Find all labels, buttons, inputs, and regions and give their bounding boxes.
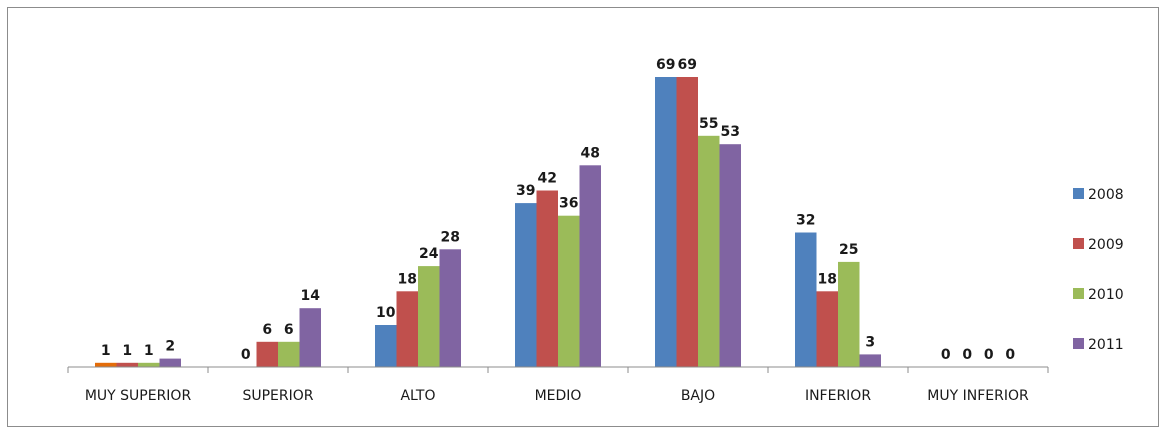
data-label-2011-inferior: 3 [865, 334, 875, 350]
bar-2009-inferior [816, 291, 838, 367]
category-label-alto: ALTO [400, 388, 435, 404]
category-label-medio: MEDIO [535, 388, 582, 404]
data-label-2010-superior: 6 [284, 322, 294, 338]
data-label-2011-medio: 48 [581, 145, 600, 161]
data-label-2009-medio: 42 [538, 171, 557, 187]
data-label-2008-muy-inferior: 0 [941, 347, 951, 363]
data-label-2011-muy-superior: 2 [165, 339, 175, 355]
data-label-2011-superior: 14 [301, 288, 321, 304]
data-label-2008-superior: 0 [241, 347, 251, 363]
data-label-2009-muy-superior: 1 [122, 343, 132, 359]
bar-2008-alto [375, 325, 397, 367]
category-label-inferior: INFERIOR [805, 388, 871, 404]
bar-2011-alto [439, 249, 461, 367]
bar-2010-bajo [698, 135, 720, 367]
data-label-2008-bajo: 69 [656, 57, 675, 73]
bars-layer [95, 77, 881, 367]
legend-label-2010: 2010 [1088, 287, 1124, 303]
bar-2011-bajo [719, 144, 741, 367]
data-label-2010-bajo: 55 [699, 116, 718, 132]
bar-2009-superior [256, 341, 278, 367]
data-label-2010-medio: 36 [559, 196, 578, 212]
legend-label-2009: 2009 [1088, 237, 1124, 253]
legend-swatch-2008 [1073, 188, 1084, 199]
bar-2010-alto [418, 266, 440, 367]
bar-2011-inferior [859, 354, 881, 367]
data-label-2009-superior: 6 [262, 322, 272, 338]
data-label-2010-inferior: 25 [839, 242, 858, 258]
bar-2009-muy-superior [116, 362, 138, 367]
bar-2008-inferior [795, 232, 817, 367]
data-label-2009-alto: 18 [398, 271, 417, 287]
data-label-2010-muy-inferior: 0 [984, 347, 994, 363]
data-label-2009-inferior: 18 [818, 271, 837, 287]
legend-swatch-2010 [1073, 288, 1084, 299]
data-label-2010-muy-superior: 1 [144, 343, 154, 359]
legend: 2008 2009 2010 2011 [1073, 187, 1124, 353]
data-label-2011-muy-inferior: 0 [1005, 347, 1015, 363]
bar-2008-bajo [655, 77, 677, 367]
bar-2011-muy-superior [159, 358, 181, 367]
category-label-superior: SUPERIOR [242, 388, 313, 404]
bar-2008-medio [515, 203, 537, 367]
data-label-2008-inferior: 32 [796, 213, 815, 229]
category-label-bajo: BAJO [681, 388, 715, 404]
bar-2010-superior [278, 341, 300, 367]
category-label-muy-superior: MUY SUPERIOR [85, 388, 192, 404]
data-label-2011-alto: 28 [441, 229, 460, 245]
bar-2009-bajo [676, 77, 698, 367]
bar-2010-medio [558, 215, 580, 367]
axis-layer: MUY SUPERIOR SUPERIOR ALTO MEDIO BAJO INFERIO… [67, 366, 1049, 404]
legend-label-2011: 2011 [1088, 337, 1124, 353]
legend-swatch-2009 [1073, 238, 1084, 249]
category-label-muy-inferior: MUY INFERIOR [927, 388, 1029, 404]
data-label-2011-bajo: 53 [721, 124, 740, 140]
legend-label-2008: 2008 [1088, 187, 1124, 203]
bar-2011-superior [299, 308, 321, 367]
data-label-2009-muy-inferior: 0 [962, 347, 972, 363]
data-label-2009-bajo: 69 [678, 57, 697, 73]
bar-2011-medio [579, 165, 601, 367]
data-label-2010-alto: 24 [419, 246, 439, 262]
bar-2010-inferior [838, 261, 860, 367]
data-label-2008-medio: 39 [516, 183, 535, 199]
data-label-2008-muy-superior: 1 [101, 343, 111, 359]
bar-2008-muy-superior [95, 362, 117, 367]
bar-2010-muy-superior [138, 362, 160, 367]
bar-2009-medio [536, 190, 558, 367]
legend-swatch-2011 [1073, 338, 1084, 349]
data-label-2008-alto: 10 [376, 305, 396, 321]
bar-2009-alto [396, 291, 418, 367]
